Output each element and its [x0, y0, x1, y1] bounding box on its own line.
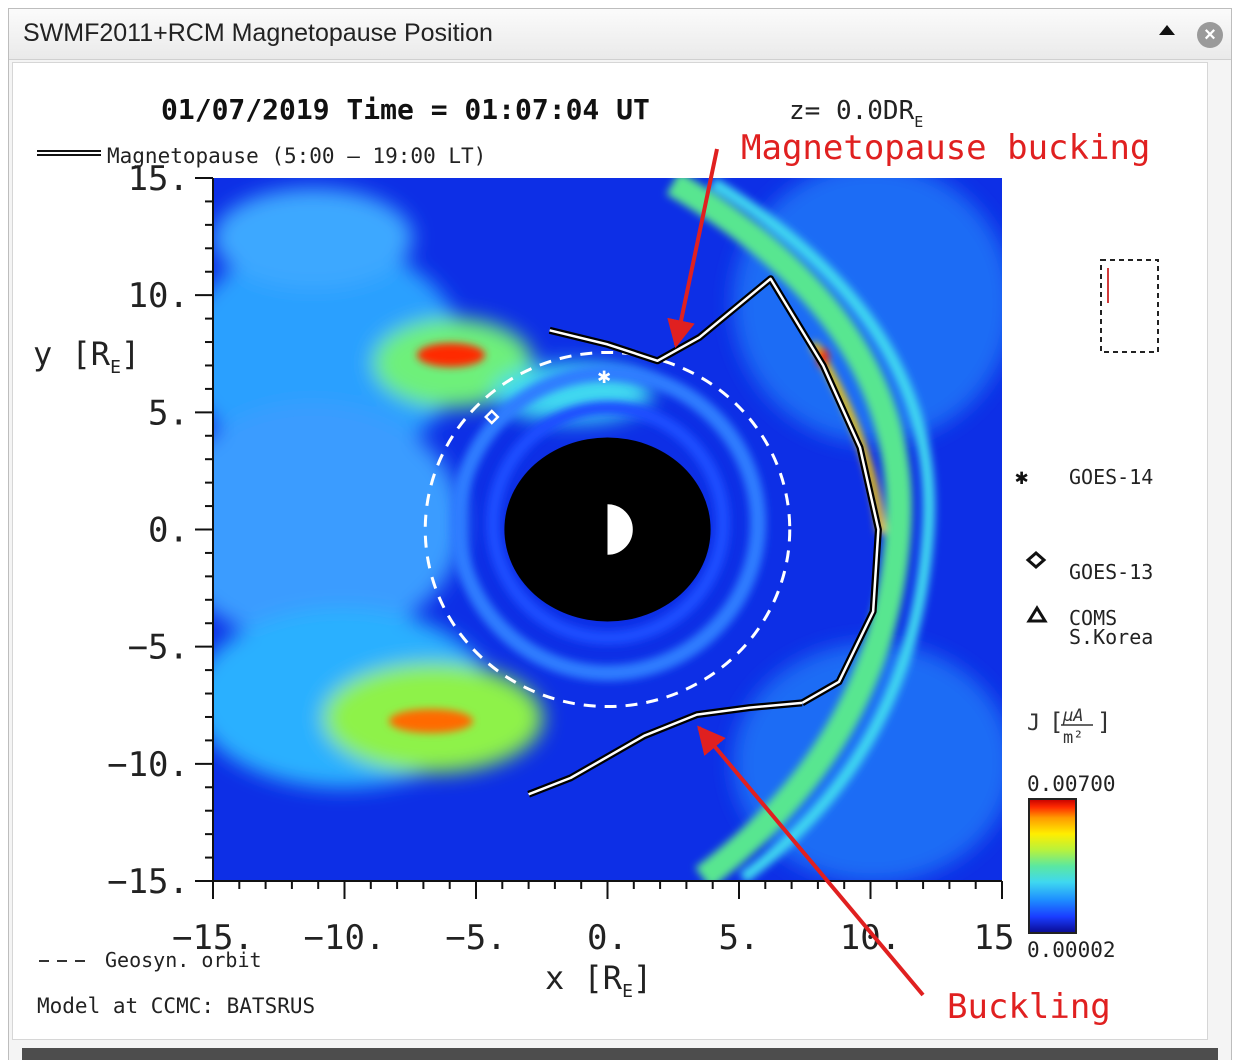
heatmap-hotspot	[389, 709, 473, 733]
x-tick-label: 0.	[587, 918, 628, 958]
y-axis-label: y [RE]	[33, 335, 140, 378]
magnetopause-line-upper	[549, 277, 880, 704]
x-tick-label: 5.	[719, 918, 760, 958]
heatmap-region	[213, 403, 463, 643]
annotation-arrow-buckling	[697, 725, 925, 997]
legend-coms-line2: S.Korea	[1069, 625, 1153, 649]
bottom-scrollbar[interactable]	[22, 1048, 1218, 1060]
magnetopause-line-lower	[528, 701, 803, 796]
colorbar-bracket-open: [	[1049, 708, 1063, 736]
colorbar	[1028, 798, 1077, 934]
close-icon[interactable]: ×	[1197, 22, 1223, 48]
triangle-icon	[1026, 605, 1048, 623]
y-tick-label: −15.	[107, 862, 189, 902]
chart-title-z: z= 0.0DRE	[789, 96, 923, 131]
satellite-goes13-marker	[484, 409, 500, 425]
satellite-goes14-marker: ✱	[598, 364, 611, 389]
window-titlebar: SWMF2011+RCM Magnetopause Position ×	[9, 9, 1231, 60]
y-tick-label: −10.	[107, 745, 189, 785]
legend-geosyn: Geosyn. orbit	[105, 948, 262, 972]
legend-coms: COMS	[1069, 606, 1117, 630]
asterisk-icon: ✱	[1015, 465, 1028, 490]
y-tick-label: 10.	[128, 276, 189, 316]
heatmap-hotspot	[417, 343, 485, 367]
plot-overlay: ✱	[423, 275, 882, 798]
colorbar-max-label: 0.00700	[1027, 772, 1116, 796]
y-tick-label: 5.	[148, 393, 189, 433]
model-label: Model at CCMC: BATSRUS	[37, 994, 315, 1018]
x-axis-label: x [RE]	[545, 959, 652, 1002]
heatmap	[213, 178, 1002, 881]
x-tick-label: 15	[974, 918, 1015, 958]
plot-panel: 01/07/2019 Time = 01:07:04 UT z= 0.0DRE …	[12, 62, 1208, 1040]
colorbar-label: J	[1027, 711, 1040, 736]
legend-goes13: GOES-13	[1069, 560, 1153, 584]
heatmap-ring	[450, 365, 766, 681]
colorbar-bracket-close: ]	[1097, 708, 1111, 736]
diamond-icon	[1025, 551, 1047, 569]
window-title: SWMF2011+RCM Magnetopause Position	[23, 19, 493, 47]
earth-night-side	[581, 503, 608, 556]
y-tick-label: 0.	[148, 511, 189, 551]
x-tick-label: −10.	[304, 918, 386, 958]
axes: 15. 10. 5. 0. −5. −10. −15. −15. −10. −5. 0. 5. 10. 1…	[107, 159, 1014, 958]
annotation-arrow-bucking	[667, 148, 719, 349]
heatmap-band	[709, 178, 935, 881]
x-tick-label: −15.	[172, 918, 254, 958]
collapse-icon[interactable]	[1159, 25, 1175, 35]
y-tick-label: 15.	[128, 159, 189, 199]
x-tick-label: −5.	[445, 918, 506, 958]
annotation-magnetopause-bucking: Magnetopause bucking	[741, 128, 1150, 168]
geosynchronous-orbit	[423, 350, 792, 709]
heatmap-band	[666, 178, 912, 881]
colorbar-min-label: 0.00002	[1027, 938, 1116, 962]
heatmap-ring	[486, 401, 730, 645]
heatmap-region	[213, 188, 413, 288]
annotation-buckling: Buckling	[947, 987, 1111, 1027]
colorbar-unit-num: µA	[1062, 706, 1083, 726]
inset-box	[1100, 259, 1159, 353]
chart-title: 01/07/2019 Time = 01:07:04 UT	[161, 93, 650, 126]
y-tick-label: −5.	[128, 628, 189, 668]
colorbar-unit-den: m²	[1063, 728, 1083, 748]
x-tick-label: 10.	[840, 918, 901, 958]
legend-goes14: GOES-14	[1069, 465, 1153, 489]
magnetopause-chart: 01/07/2019 Time = 01:07:04 UT z= 0.0DRE …	[33, 93, 1159, 1027]
legend-magnetopause: Magnetopause (5:00 – 19:00 LT)	[107, 144, 486, 168]
